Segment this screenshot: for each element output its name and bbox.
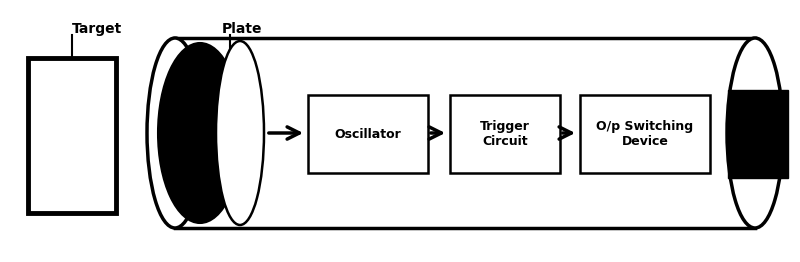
Ellipse shape — [216, 41, 264, 225]
Text: Plate: Plate — [222, 22, 262, 36]
Text: Target: Target — [72, 22, 122, 36]
Bar — [28, 58, 116, 213]
Ellipse shape — [158, 43, 242, 223]
Ellipse shape — [147, 38, 203, 228]
Bar — [450, 95, 560, 173]
Text: O/p Switching
Device: O/p Switching Device — [597, 120, 694, 148]
Bar — [580, 95, 710, 173]
Text: Trigger
Circuit: Trigger Circuit — [480, 120, 530, 148]
Bar — [308, 95, 428, 173]
Bar — [728, 90, 788, 178]
Text: Oscillator: Oscillator — [334, 128, 402, 140]
Ellipse shape — [727, 38, 783, 228]
